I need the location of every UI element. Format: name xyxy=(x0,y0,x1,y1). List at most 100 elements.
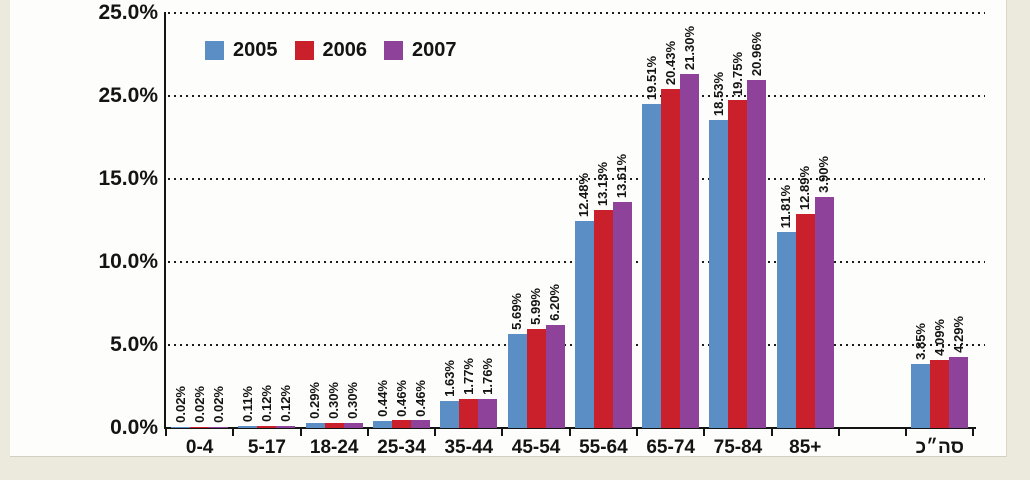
bar-2005-5-17 xyxy=(238,426,258,428)
bar-value-label: 0.30% xyxy=(345,382,361,420)
x-axis-tick xyxy=(366,429,369,436)
bar-2006-סה״כ xyxy=(930,360,950,428)
bar-2007-סה״כ xyxy=(949,356,969,428)
x-axis-tick-label: 5-17 xyxy=(247,437,286,458)
x-axis-tick xyxy=(770,429,773,436)
x-axis-tick xyxy=(501,429,504,436)
bar-value-label: 1.77% xyxy=(460,357,476,395)
bar-value-label: 0.44% xyxy=(374,379,390,417)
bar-2005-55-64 xyxy=(574,220,594,428)
bar-value-label: 21.30% xyxy=(681,26,697,71)
x-axis-tick xyxy=(837,429,840,436)
x-axis-tick xyxy=(232,429,235,436)
bar-2007-45-54 xyxy=(545,325,565,428)
x-axis-tick-label: 45-54 xyxy=(511,437,561,458)
bar-value-label: 12.48% xyxy=(576,172,592,217)
bar-value-label: 3.85% xyxy=(912,323,928,361)
legend: 2005 2006 2007 xyxy=(205,39,457,62)
x-axis-tick xyxy=(703,429,706,436)
bar-2006-25-34 xyxy=(392,420,411,428)
x-axis-tick xyxy=(434,429,437,436)
legend-item-2005: 2005 xyxy=(205,39,278,62)
bar-2005-75-84 xyxy=(709,120,729,428)
bar-value-label: 0.12% xyxy=(258,385,274,423)
bar-value-label: 13.61% xyxy=(614,153,630,199)
legend-label-2006: 2006 xyxy=(322,39,368,61)
bar-2007-25-34 xyxy=(411,420,430,428)
x-axis-tick-label: 25-34 xyxy=(377,437,426,458)
bar-value-label: 0.46% xyxy=(412,379,428,417)
x-axis-tick xyxy=(165,429,167,436)
legend-label-2007: 2007 xyxy=(412,39,457,61)
bar-2005-35-44 xyxy=(440,400,460,428)
legend-swatch-2006 xyxy=(294,41,314,60)
y-axis-tick-label: 0.0% xyxy=(110,416,158,439)
bar-2005-סה״כ xyxy=(911,364,931,428)
bar-value-label: 0.46% xyxy=(393,379,409,417)
bar-value-label: 18.53% xyxy=(710,72,726,117)
bar-2006-65-74 xyxy=(661,88,681,428)
x-axis-tick-label: 65-74 xyxy=(646,437,695,458)
bar-value-label: 12.89% xyxy=(797,165,813,211)
bar-2005-65-74 xyxy=(642,104,662,428)
bar-value-label: 5.99% xyxy=(528,287,544,325)
bar-value-label: 6.20% xyxy=(547,284,563,322)
bar-value-label: 0.29% xyxy=(307,382,323,420)
legend-item-2007: 2007 xyxy=(384,39,457,62)
bar-value-label: 3.90% xyxy=(816,156,832,194)
x-axis-tick xyxy=(972,429,975,436)
bar-2007-65-74 xyxy=(680,74,700,428)
bar-value-label: 1.76% xyxy=(479,357,495,395)
bar-value-label: 5.69% xyxy=(509,292,525,330)
x-axis-tick-label: 75-84 xyxy=(713,437,763,458)
y-axis-tick-label: 25.0% xyxy=(98,0,158,24)
x-axis-tick-label: 55-64 xyxy=(579,437,628,458)
bar-2005-85+ xyxy=(776,231,796,428)
grid-line xyxy=(168,178,985,180)
bar-value-label: 1.63% xyxy=(441,360,457,397)
bar-value-label: 20.43% xyxy=(662,40,678,85)
bar-2007-35-44 xyxy=(478,398,498,428)
bar-value-label: 4.29% xyxy=(950,315,966,353)
bar-2006-55-64 xyxy=(593,210,613,428)
bar-2006-45-54 xyxy=(526,328,546,428)
bar-value-label: 4.09% xyxy=(931,319,947,357)
bar-2006-5-17 xyxy=(257,426,277,428)
bar-2006-0-4 xyxy=(190,427,210,428)
bar-2005-45-54 xyxy=(507,333,527,428)
y-axis-tick-label: 10.0% xyxy=(98,250,158,273)
bar-2007-85+ xyxy=(814,197,834,428)
x-axis-tick-label: 18-24 xyxy=(309,437,359,458)
bar-2006-75-84 xyxy=(728,100,748,428)
y-axis-tick-label: 25.0% xyxy=(98,84,158,107)
x-axis-tick xyxy=(636,429,639,436)
bar-value-label: 0.30% xyxy=(326,382,342,420)
bar-2006-35-44 xyxy=(459,398,479,428)
legend-swatch-2005 xyxy=(205,41,224,60)
grid-line xyxy=(168,95,985,97)
grid-line xyxy=(168,12,985,14)
x-axis-tick-label: סה״כ xyxy=(915,437,964,458)
bar-2006-85+ xyxy=(795,214,815,428)
x-axis-line xyxy=(164,427,976,429)
bar-value-label: 19.75% xyxy=(729,52,745,97)
bar-value-label: 0.02% xyxy=(191,386,207,423)
bar-2007-5-17 xyxy=(276,426,296,428)
x-axis-tick-label: 0-4 xyxy=(185,437,214,458)
x-axis-tick xyxy=(568,429,571,436)
bar-value-label: 0.02% xyxy=(210,386,226,423)
bar-value-label: 0.11% xyxy=(239,386,255,423)
bar-value-label: 0.12% xyxy=(277,385,293,423)
bar-2007-75-84 xyxy=(747,80,767,428)
bar-2005-25-34 xyxy=(373,420,392,428)
bar-2005-18-24 xyxy=(305,423,325,428)
bar-value-label: 20.96% xyxy=(748,31,764,77)
bar-2005-0-4 xyxy=(171,427,191,428)
bar-2007-0-4 xyxy=(209,427,229,428)
bar-2007-18-24 xyxy=(343,423,363,428)
bar-value-label: 11.81% xyxy=(778,184,794,228)
x-axis-tick-label: 85+ xyxy=(789,437,822,458)
x-axis-tick-label: 35-44 xyxy=(444,437,494,458)
bar-2007-55-64 xyxy=(612,202,632,428)
